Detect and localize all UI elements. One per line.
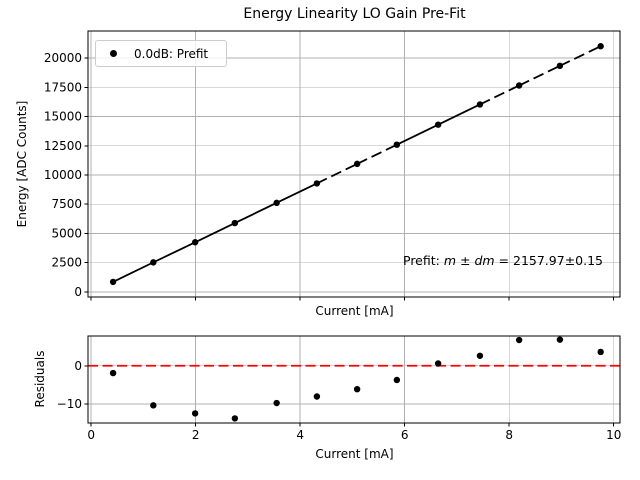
fit-line-segment — [479, 84, 520, 106]
annotation-var-m: m — [443, 253, 457, 268]
y-tick-label: 20000 — [44, 51, 82, 65]
data-point — [515, 82, 523, 89]
data-point — [231, 219, 239, 227]
fit-line-segment — [518, 65, 561, 87]
data-point — [313, 180, 321, 187]
y-tick-label: 10000 — [44, 168, 82, 182]
y-tick-label: 15000 — [44, 110, 82, 124]
fit-line-segment — [559, 45, 602, 67]
data-point — [597, 348, 604, 356]
data-point — [353, 160, 361, 168]
annotation-plusminus: ± — [456, 253, 475, 268]
fit-line-segment — [437, 103, 481, 126]
y-tick-label: 7500 — [51, 197, 82, 211]
data-point — [109, 369, 117, 377]
fit-line-segment — [276, 182, 318, 204]
legend-label: 0.0dB: Prefit — [134, 46, 209, 61]
data-point — [476, 101, 484, 108]
data-point — [313, 393, 321, 400]
top-xaxis-label: Current [mA] — [315, 304, 394, 318]
data-point — [273, 199, 280, 207]
fit-line-segment — [316, 163, 358, 185]
fit-line-segment — [396, 123, 439, 146]
data-point — [476, 352, 484, 359]
y-tick-label: 2500 — [51, 256, 82, 270]
data-point — [393, 376, 401, 384]
y-tick-label: 12500 — [44, 139, 82, 153]
axes-box — [87, 30, 621, 298]
top-yaxis-label: Energy [ADC Counts] — [15, 100, 29, 228]
fit-line-segment — [234, 202, 278, 224]
data-point — [191, 239, 199, 246]
annotation-prefix: Prefit: — [403, 253, 444, 268]
data-point — [434, 121, 442, 128]
fit-line-segment — [194, 222, 236, 244]
data-point — [273, 399, 280, 407]
chart-title: Energy Linearity LO Gain Pre-Fit — [243, 6, 466, 22]
data-point — [231, 415, 239, 422]
data-point — [191, 410, 199, 417]
x-tick-label: 2 — [192, 428, 200, 442]
annotation-var-dm: dm — [474, 253, 495, 268]
fit-line-segment — [356, 143, 398, 165]
bottom-xaxis-label: Current [mA] — [315, 447, 394, 461]
data-point — [150, 402, 157, 409]
fit-line-segment — [152, 241, 196, 264]
data-point — [353, 385, 361, 393]
data-point — [434, 360, 442, 367]
legend-marker-dot-icon — [110, 50, 117, 57]
y-tick-label: −10 — [57, 397, 82, 411]
data-point — [150, 259, 157, 266]
x-tick-label: 4 — [296, 428, 304, 442]
x-tick-label: 10 — [606, 428, 621, 442]
legend: 0.0dB: Prefit — [95, 40, 227, 67]
prefit-annotation: Prefit: m ± dm = 2157.97±0.15 — [403, 253, 603, 268]
y-tick-label: 5000 — [51, 226, 82, 240]
annotation-equals: = — [494, 253, 513, 268]
data-point — [556, 336, 564, 343]
x-tick-label: 0 — [87, 428, 95, 442]
data-point — [109, 278, 117, 286]
fit-line-segment — [112, 261, 154, 283]
x-tick-label: 8 — [505, 428, 513, 442]
annotation-value: 2157.97±0.15 — [513, 253, 603, 268]
data-point — [556, 62, 564, 70]
data-point — [393, 141, 401, 148]
y-tick-label: 0 — [74, 359, 82, 373]
bottom-yaxis-label: Residuals — [33, 350, 47, 408]
y-tick-label: 17500 — [44, 80, 82, 94]
axes-box — [87, 335, 621, 424]
data-point — [597, 43, 604, 50]
data-point — [515, 336, 523, 344]
y-tick-label: 0 — [74, 285, 82, 299]
x-tick-label: 6 — [401, 428, 409, 442]
